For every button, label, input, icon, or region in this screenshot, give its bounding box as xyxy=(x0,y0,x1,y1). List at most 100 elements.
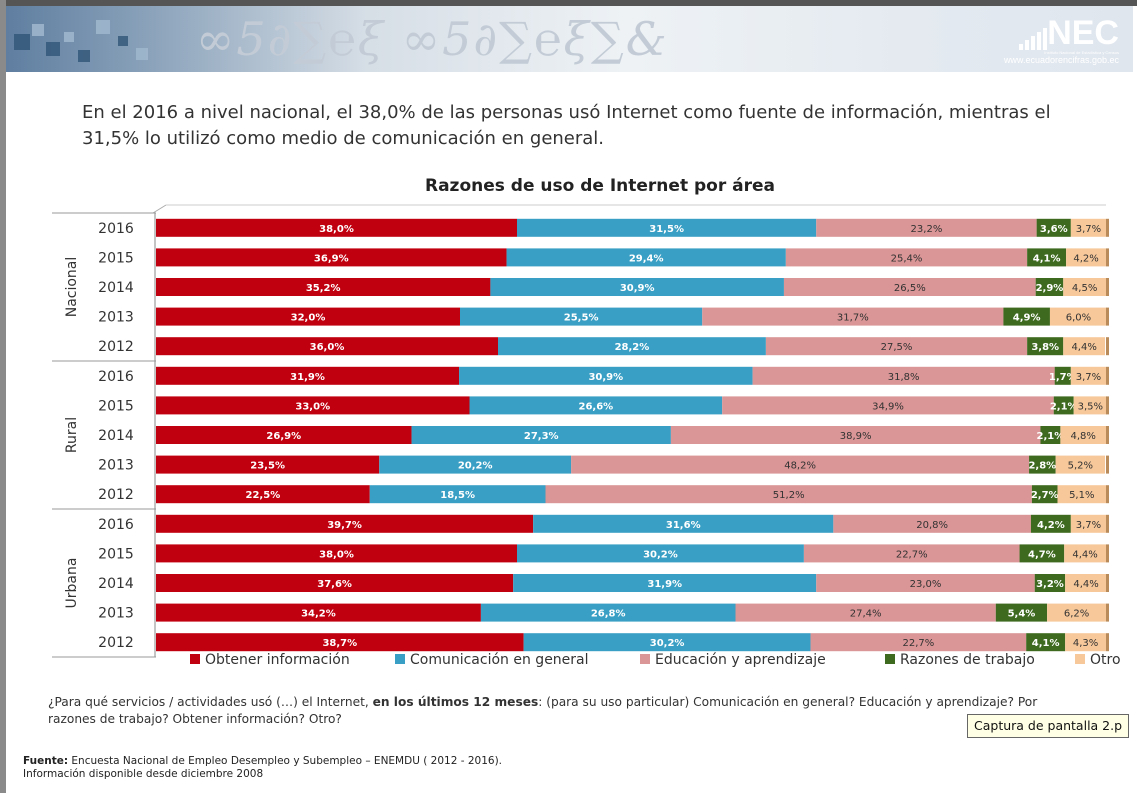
bar-data-label: 4,2% xyxy=(1073,253,1098,264)
bar-segment xyxy=(513,574,817,592)
bar-data-label: 5,2% xyxy=(1068,461,1093,472)
header-banner: ∞5∂∑℮ξ ∞5∂∑℮ξ∑& NEC Instituto Nacional d… xyxy=(6,6,1133,72)
bar-data-label: 6,2% xyxy=(1064,609,1089,620)
source-label: Fuente: xyxy=(23,755,69,767)
bar-data-label: 36,0% xyxy=(310,342,345,353)
bar-data-label: 4,7% xyxy=(1028,549,1056,560)
bar-data-label: 31,8% xyxy=(888,372,920,383)
bar-segment xyxy=(517,544,804,563)
bar-segment xyxy=(1060,426,1106,444)
legend-label: Obtener información xyxy=(205,652,350,668)
bar-segment xyxy=(156,307,460,326)
logo-bars-icon xyxy=(1017,28,1048,50)
bar-data-label: 31,5% xyxy=(649,224,684,235)
year-tick-label: 2016 xyxy=(98,221,134,237)
year-tick-label: 2012 xyxy=(98,635,134,651)
bar-segment xyxy=(1049,307,1107,326)
chart-title: Razones de uso de Internet por área xyxy=(424,176,775,196)
bar-data-label: 3,7% xyxy=(1076,372,1101,383)
bar-segment xyxy=(1036,218,1071,237)
bar-segment xyxy=(156,514,534,533)
source-availability: Información disponible desde diciembre 2… xyxy=(23,768,264,780)
year-tick-label: 2014 xyxy=(98,576,134,592)
source-note: Fuente: Encuesta Nacional de Empleo Dese… xyxy=(23,755,502,781)
bar-end-cap xyxy=(1106,278,1109,296)
bar-data-label: 22,7% xyxy=(902,638,934,649)
bar-data-label: 5,1% xyxy=(1069,490,1094,501)
bar-segment xyxy=(1055,455,1106,474)
bar-data-label: 34,2% xyxy=(301,609,336,620)
legend-swatch xyxy=(640,654,650,664)
legend-swatch xyxy=(190,654,200,664)
bar-segment xyxy=(156,278,491,296)
bar-segment xyxy=(1057,485,1106,504)
logo-url: www.ecuadorencifras.gob.ec xyxy=(1003,55,1119,65)
bar-end-cap xyxy=(1106,218,1109,237)
bar-segment xyxy=(810,633,1027,652)
bar-segment xyxy=(833,514,1031,533)
bar-end-cap xyxy=(1106,544,1109,563)
bar-end-cap xyxy=(1106,307,1109,326)
question-text-1: ¿Para qué servicios / actividades usó (…… xyxy=(48,695,373,709)
window-left-border xyxy=(0,0,6,793)
bar-data-label: 28,2% xyxy=(615,342,650,353)
group-label-nacional: Nacional xyxy=(64,257,80,318)
legend-label: Otro xyxy=(1090,652,1121,668)
question-text-2: : (para su uso particular) Comunicación … xyxy=(48,695,1038,726)
bar-data-label: 3,6% xyxy=(1040,224,1068,235)
bar-segment xyxy=(506,248,786,267)
bar-segment xyxy=(480,603,736,622)
bar-segment xyxy=(156,574,514,592)
bar-data-label: 23,5% xyxy=(250,461,285,472)
bar-data-label: 51,2% xyxy=(773,490,805,501)
bar-segment xyxy=(1003,307,1050,326)
bar-segment xyxy=(1031,485,1058,504)
year-tick-label: 2015 xyxy=(98,398,134,414)
bar-end-cap xyxy=(1106,514,1109,533)
bar-data-label: 4,1% xyxy=(1032,638,1060,649)
bar-data-label: 5,4% xyxy=(1008,609,1036,620)
bar-segment xyxy=(1027,248,1067,267)
bar-data-label: 30,9% xyxy=(588,372,623,383)
bar-segment xyxy=(1047,603,1106,622)
bar-segment xyxy=(490,278,784,296)
bar-data-label: 4,1% xyxy=(1033,253,1061,264)
legend-label: Educación y aprendizaje xyxy=(655,652,826,668)
bar-end-cap xyxy=(1106,337,1109,356)
bar-segment xyxy=(702,307,1004,326)
bar-segment xyxy=(156,603,481,622)
bar-segment xyxy=(156,337,498,356)
bar-data-label: 26,5% xyxy=(894,283,926,294)
bar-segment xyxy=(460,307,703,326)
logo-text: NEC xyxy=(1047,14,1119,52)
bar-segment xyxy=(816,218,1037,237)
bar-data-label: 26,9% xyxy=(266,431,301,442)
bar-end-cap xyxy=(1106,574,1109,592)
bar-segment xyxy=(469,396,723,415)
bar-data-label: 38,9% xyxy=(840,431,872,442)
bar-data-label: 18,5% xyxy=(440,490,475,501)
year-tick-label: 2012 xyxy=(98,487,134,503)
bar-segment xyxy=(156,366,460,385)
group-label-rural: Rural xyxy=(64,417,80,453)
bar-data-label: 20,8% xyxy=(916,520,948,531)
bar-segment xyxy=(1070,514,1106,533)
bar-data-label: 34,9% xyxy=(872,401,904,412)
bar-segment xyxy=(1053,396,1074,415)
bar-data-label: 38,0% xyxy=(319,224,354,235)
bar-segment xyxy=(533,514,834,533)
bar-data-label: 22,5% xyxy=(246,490,281,501)
bar-segment xyxy=(156,218,517,237)
bar-data-label: 26,8% xyxy=(591,609,626,620)
bar-data-label: 6,0% xyxy=(1066,313,1091,324)
bar-data-label: 20,2% xyxy=(458,461,493,472)
year-tick-label: 2013 xyxy=(98,606,134,622)
bar-segment xyxy=(523,633,811,652)
bar-segment xyxy=(765,337,1028,356)
legend-swatch xyxy=(1075,654,1085,664)
bar-end-cap xyxy=(1106,603,1109,622)
bar-data-label: 31,7% xyxy=(837,313,869,324)
bar-segment xyxy=(1029,455,1056,474)
bar-segment xyxy=(995,603,1048,622)
